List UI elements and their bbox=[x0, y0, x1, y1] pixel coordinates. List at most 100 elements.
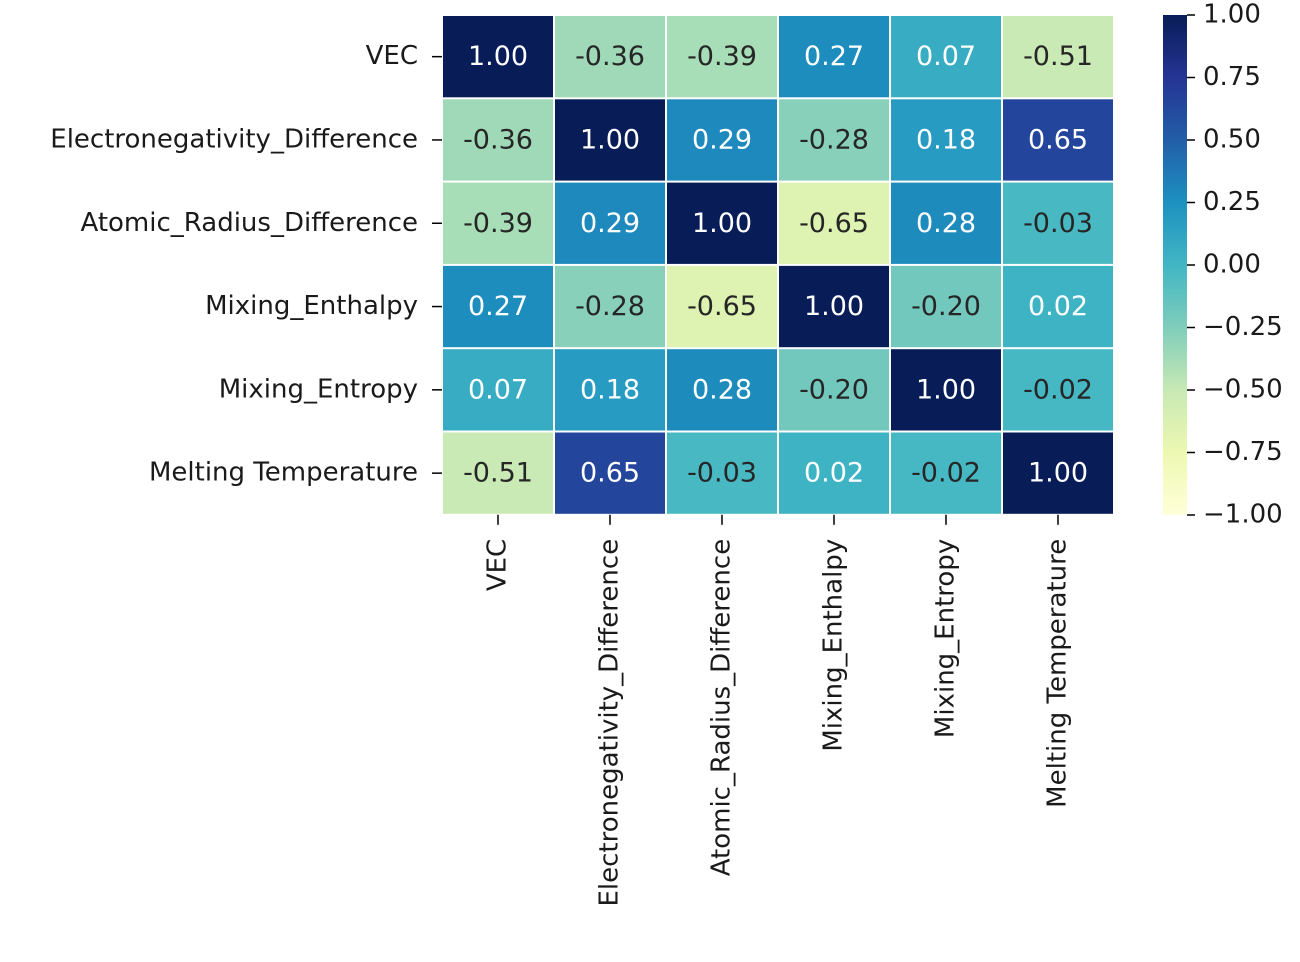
colorbar-tick-label: 0.25 bbox=[1203, 187, 1261, 217]
heatmap-cell bbox=[443, 16, 553, 98]
colorbar-tick-label: −0.25 bbox=[1203, 312, 1283, 342]
heatmap-cell bbox=[779, 182, 889, 264]
heatmap-cell bbox=[555, 349, 665, 431]
y-axis: VEC Electronegativity_Difference Atomic_Ra… bbox=[50, 41, 442, 488]
colorbar: 1.00 0.75 0.50 0.25 0.00 −0.25 −0.50 −0.75 −1.00 bbox=[1163, 0, 1283, 530]
heatmap-cell-labels: 1.00 -0.36 -0.39 0.27 0.07 -0.51 -0.36 1.00 0.29… bbox=[463, 41, 1093, 489]
cell-value-label: -0.65 bbox=[687, 291, 757, 322]
x-axis: VEC Electronegativity_Difference Atomic_Ra… bbox=[483, 514, 1073, 907]
cell-value-label: -0.02 bbox=[911, 458, 981, 489]
heatmap-cell bbox=[1003, 265, 1113, 348]
cell-value-label: -0.39 bbox=[687, 41, 757, 72]
cell-value-label: 1.00 bbox=[804, 291, 864, 322]
heatmap-cell bbox=[667, 432, 777, 514]
heatmap-cell bbox=[779, 99, 889, 181]
heatmap-cell bbox=[779, 16, 889, 98]
y-tick-label: Electronegativity_Difference bbox=[50, 124, 418, 154]
heatmap-cell bbox=[555, 182, 665, 264]
cell-value-label: -0.20 bbox=[799, 374, 869, 405]
heatmap-cell bbox=[667, 265, 777, 348]
heatmap-cell bbox=[555, 432, 665, 514]
cell-value-label: 0.02 bbox=[804, 458, 864, 489]
heatmap-cell bbox=[779, 432, 889, 514]
heatmap-cell bbox=[555, 265, 665, 348]
heatmap-cell bbox=[667, 16, 777, 98]
heatmap-cell bbox=[891, 265, 1001, 348]
heatmap-cell bbox=[667, 182, 777, 264]
heatmap-cells bbox=[443, 16, 1113, 514]
y-tick-label: VEC bbox=[366, 41, 418, 71]
cell-value-label: -0.51 bbox=[1023, 41, 1093, 72]
cell-value-label: 0.27 bbox=[468, 291, 528, 322]
colorbar-tick-label: 0.50 bbox=[1203, 125, 1261, 155]
x-tick-label: Mixing_Entropy bbox=[931, 539, 961, 738]
colorbar-tick-label: 0.75 bbox=[1203, 62, 1261, 92]
heatmap-cell bbox=[1003, 349, 1113, 431]
cell-value-label: 0.02 bbox=[1028, 291, 1088, 322]
cell-value-label: 0.27 bbox=[804, 41, 864, 72]
cell-value-label: 0.29 bbox=[580, 208, 640, 239]
x-tick-label: Mixing_Enthalpy bbox=[819, 539, 849, 752]
colorbar-tick-label: −0.75 bbox=[1203, 437, 1283, 467]
heatmap-cell bbox=[443, 265, 553, 348]
heatmap-cell bbox=[555, 16, 665, 98]
cell-value-label: 1.00 bbox=[580, 124, 640, 155]
colorbar-tick-label: 1.00 bbox=[1203, 0, 1261, 30]
heatmap-cell bbox=[891, 349, 1001, 431]
cell-value-label: 0.28 bbox=[916, 208, 976, 239]
x-tick-label: VEC bbox=[483, 539, 513, 591]
colorbar-gradient bbox=[1163, 15, 1187, 515]
heatmap-cell bbox=[891, 432, 1001, 514]
heatmap-cell bbox=[891, 16, 1001, 98]
cell-value-label: -0.28 bbox=[799, 124, 869, 155]
heatmap-cell bbox=[779, 349, 889, 431]
cell-value-label: -0.03 bbox=[1023, 208, 1093, 239]
colorbar-tick-label: −1.00 bbox=[1203, 500, 1283, 530]
y-tick-label: Mixing_Entropy bbox=[219, 374, 418, 404]
cell-value-label: -0.39 bbox=[463, 208, 533, 239]
cell-value-label: -0.51 bbox=[463, 458, 533, 489]
cell-value-label: 1.00 bbox=[916, 374, 976, 405]
x-tick-label: Electronegativity_Difference bbox=[595, 539, 625, 907]
y-tick-label: Mixing_Enthalpy bbox=[205, 291, 418, 321]
cell-value-label: -0.03 bbox=[687, 458, 757, 489]
y-tick-label: Atomic_Radius_Difference bbox=[81, 208, 419, 238]
heatmap-cell bbox=[891, 182, 1001, 264]
heatmap-cell bbox=[1003, 432, 1113, 514]
heatmap-cell bbox=[891, 99, 1001, 181]
y-tick-label: Melting Temperature bbox=[149, 458, 418, 488]
cell-value-label: 0.65 bbox=[1028, 124, 1088, 155]
cell-value-label: 0.28 bbox=[692, 374, 752, 405]
cell-value-label: 0.29 bbox=[692, 124, 752, 155]
colorbar-tick-label: 0.00 bbox=[1203, 250, 1261, 280]
heatmap-cell bbox=[1003, 182, 1113, 264]
cell-value-label: 0.07 bbox=[916, 41, 976, 72]
heatmap-cell bbox=[667, 349, 777, 431]
heatmap-cell bbox=[1003, 16, 1113, 98]
cell-value-label: -0.65 bbox=[799, 208, 869, 239]
heatmap-cell bbox=[1003, 99, 1113, 181]
cell-value-label: -0.02 bbox=[1023, 374, 1093, 405]
x-tick-label: Melting Temperature bbox=[1043, 539, 1073, 808]
cell-value-label: -0.28 bbox=[575, 291, 645, 322]
cell-value-label: 0.07 bbox=[468, 374, 528, 405]
cell-value-label: 1.00 bbox=[692, 208, 752, 239]
heatmap-cell bbox=[667, 99, 777, 181]
cell-value-label: -0.36 bbox=[575, 41, 645, 72]
colorbar-tick-label: −0.50 bbox=[1203, 375, 1283, 405]
heatmap-cell bbox=[779, 265, 889, 348]
x-tick-label: Atomic_Radius_Difference bbox=[707, 539, 737, 877]
heatmap-cell bbox=[443, 182, 553, 264]
cell-value-label: -0.36 bbox=[463, 124, 533, 155]
cell-value-label: 0.18 bbox=[916, 124, 976, 155]
cell-value-label: -0.20 bbox=[911, 291, 981, 322]
cell-value-label: 0.18 bbox=[580, 374, 640, 405]
heatmap-cell bbox=[443, 349, 553, 431]
cell-value-label: 1.00 bbox=[468, 41, 528, 72]
heatmap-cell bbox=[443, 99, 553, 181]
heatmap-cell bbox=[443, 432, 553, 514]
cell-value-label: 0.65 bbox=[580, 458, 640, 489]
heatmap-cell bbox=[555, 99, 665, 181]
